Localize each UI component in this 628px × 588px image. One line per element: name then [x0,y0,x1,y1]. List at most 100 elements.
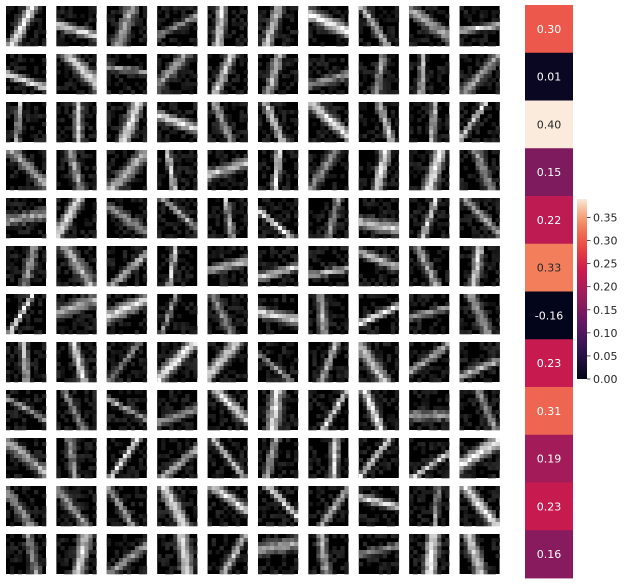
image-patch [409,486,449,526]
image-patch [460,102,500,142]
colorbar-tick-label: 0.30 [593,235,618,248]
image-patch [409,246,449,286]
image-patch-grid [6,6,500,574]
image-patch [258,294,298,334]
heatmap-cell-label: 0.01 [537,71,562,84]
image-patch [308,102,348,142]
image-patch [460,246,500,286]
image-patch [308,54,348,94]
image-patch [107,534,147,574]
image-patch [157,438,197,478]
image-patch [56,390,96,430]
image-patch [460,534,500,574]
image-patch [208,6,248,46]
image-patch [6,486,46,526]
image-patch [409,390,449,430]
colorbar-tick-label: 0.00 [593,373,618,386]
image-patch [258,198,298,238]
image-patch [409,6,449,46]
image-patch [460,438,500,478]
image-patch [308,390,348,430]
image-patch [107,102,147,142]
image-patch [107,390,147,430]
image-patch [258,54,298,94]
heatmap-cell-label: 0.16 [537,548,562,561]
image-patch [258,342,298,382]
image-patch [6,198,46,238]
image-patch [409,534,449,574]
image-patch [157,102,197,142]
image-patch [56,198,96,238]
image-patch [157,246,197,286]
heatmap-cell-label: 0.31 [537,405,562,418]
colorbar-tick-label: 0.05 [593,350,618,363]
image-patch [107,6,147,46]
image-patch [409,198,449,238]
image-patch [359,246,399,286]
image-patch [56,54,96,94]
image-patch [258,438,298,478]
image-patch [359,198,399,238]
image-patch [157,534,197,574]
image-patch [308,6,348,46]
image-patch [409,294,449,334]
image-patch [208,486,248,526]
image-patch [308,294,348,334]
image-patch [157,390,197,430]
image-patch [359,342,399,382]
heatmap-cell-label: 0.15 [537,166,562,179]
image-patch [460,294,500,334]
image-patch [258,486,298,526]
colorbar-tick-label: 0.25 [593,258,618,271]
image-patch [6,294,46,334]
image-patch [308,438,348,478]
image-patch [308,342,348,382]
image-patch [56,342,96,382]
image-patch [208,438,248,478]
image-patch [6,6,46,46]
heatmap-cell-label: 0.40 [537,118,562,131]
image-patch [308,150,348,190]
image-patch [409,342,449,382]
image-patch [6,54,46,94]
image-patch [157,198,197,238]
image-patch [56,534,96,574]
image-patch [208,342,248,382]
image-patch [208,198,248,238]
image-patch [107,246,147,286]
image-patch [6,534,46,574]
heatmap-cell-label: -0.16 [535,309,563,322]
image-patch [56,6,96,46]
image-patch [157,150,197,190]
image-patch [460,54,500,94]
image-patch [308,486,348,526]
colorbar-tick-label: 0.35 [593,211,618,224]
image-patch [6,390,46,430]
image-patch [107,486,147,526]
image-patch [208,150,248,190]
image-patch [409,438,449,478]
image-patch [56,150,96,190]
image-patch [157,342,197,382]
image-patch [56,438,96,478]
image-patch [6,246,46,286]
image-patch [359,150,399,190]
heatmap-cell-label: 0.23 [537,500,562,513]
colorbar: 0.00 0.05 0.10 0.15 0.20 0.25 0.30 0.35 [577,199,618,386]
image-patch [258,6,298,46]
heatmap-cell-label: 0.33 [537,262,562,275]
colorbar-tick-label: 0.15 [593,304,618,317]
image-patch [157,294,197,334]
image-patch [359,6,399,46]
image-patch [308,198,348,238]
image-patch [6,342,46,382]
colorbar-gradient [577,199,587,379]
image-patch [56,486,96,526]
image-patch [258,150,298,190]
image-patch [359,54,399,94]
heatmap-cell-label: 0.30 [537,23,562,36]
colorbar-tick-label: 0.10 [593,327,618,340]
image-patch [359,390,399,430]
image-patch [258,102,298,142]
